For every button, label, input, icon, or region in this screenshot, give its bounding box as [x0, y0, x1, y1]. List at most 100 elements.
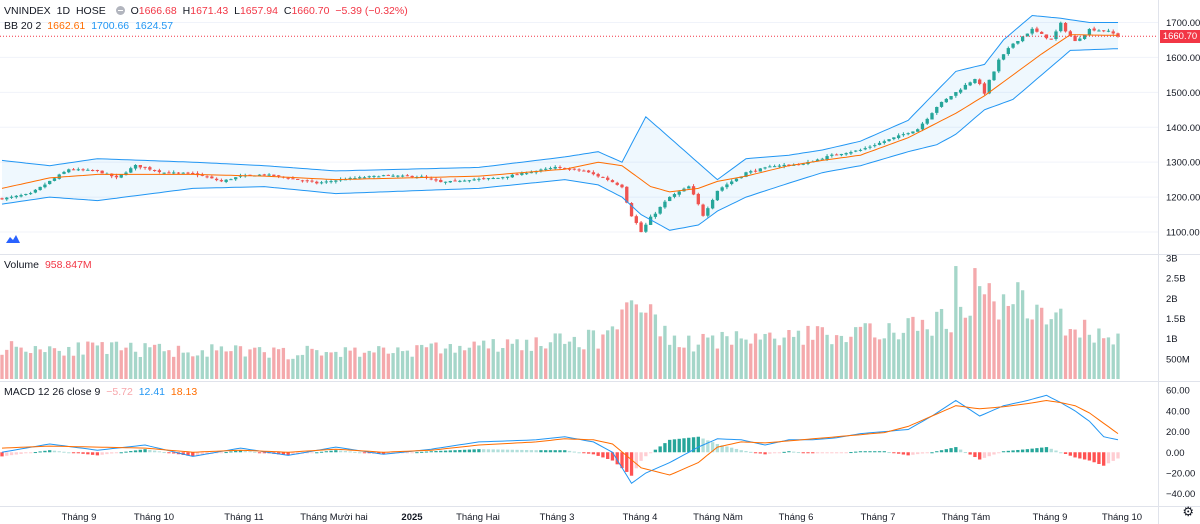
macd-histogram-bar	[1006, 450, 1010, 453]
volume-bar	[863, 323, 867, 379]
volume-tick-label: 2.5B	[1166, 274, 1186, 285]
time-tick-label: Tháng Mười hai	[300, 512, 368, 523]
volume-bar	[687, 335, 691, 379]
volume-bar	[820, 327, 824, 379]
volume-bar	[749, 343, 753, 379]
candle-body	[505, 176, 510, 178]
macd-histogram-bar	[338, 450, 343, 453]
candle-body	[992, 71, 996, 81]
bb-legend[interactable]: BB 20 2 1662.61 1700.66 1624.57	[4, 20, 176, 32]
macd-histogram-bar	[482, 449, 486, 453]
macd-histogram-bar	[615, 452, 619, 465]
macd-legend[interactable]: MACD 12 26 close 9 −5.72 12.41 18.13	[4, 386, 200, 398]
candle-body	[81, 169, 85, 171]
volume-bar	[129, 342, 133, 379]
candle-body	[691, 186, 696, 195]
volume-bar	[358, 356, 362, 379]
macd-histogram-bar	[682, 438, 686, 453]
volume-bar	[296, 355, 300, 379]
volume-bar	[801, 344, 805, 379]
macd-histogram-bar	[95, 452, 100, 456]
volume-bar	[567, 341, 572, 379]
candle-body	[214, 178, 219, 181]
macd-histogram-bar	[534, 450, 538, 453]
macd-histogram-bar	[48, 450, 52, 453]
volume-bar	[448, 344, 452, 379]
candle-body	[930, 113, 934, 120]
volume-bar	[329, 352, 333, 379]
candle-body	[539, 169, 543, 171]
macd-histogram-bar	[601, 452, 605, 458]
macd-histogram-bar	[334, 450, 338, 453]
volume-bar	[1059, 308, 1063, 379]
macd-histogram-bar	[973, 452, 977, 458]
gear-icon[interactable]: ⚙	[1182, 504, 1194, 519]
macd-histogram-bar	[896, 452, 901, 454]
macd-histogram-bar	[1063, 452, 1068, 454]
candle-body	[296, 178, 300, 180]
volume-bar	[224, 351, 228, 379]
candle-body	[839, 153, 844, 156]
tradingview-logo-icon[interactable]	[5, 232, 21, 250]
volume-bar	[200, 350, 204, 379]
volume-bar	[634, 304, 638, 379]
volume-bar	[968, 315, 972, 379]
volume-bar	[76, 342, 80, 379]
volume-bar	[90, 342, 95, 379]
volume-bar	[191, 356, 195, 379]
price-tick-label: 1700.00	[1166, 18, 1200, 29]
volume-bar	[1044, 324, 1049, 379]
candle-body	[882, 141, 886, 143]
volume-bar	[52, 348, 57, 379]
candle-body	[997, 59, 1001, 72]
macd-histogram-bar	[234, 450, 238, 453]
macd-histogram-bar	[224, 452, 228, 454]
candle-body	[529, 172, 534, 174]
candle-body	[86, 169, 90, 171]
macd-histogram-bar	[916, 452, 920, 455]
candle-body	[763, 167, 767, 169]
volume-legend[interactable]: Volume 958.847M	[4, 259, 95, 271]
symbol-name[interactable]: VNINDEX	[4, 5, 51, 17]
candle-body	[710, 199, 715, 209]
candle-body	[1059, 22, 1063, 32]
candle-body	[558, 167, 562, 169]
candle-body	[391, 175, 395, 177]
candle-body	[367, 176, 371, 178]
volume-bar	[152, 344, 157, 379]
volume-bar	[625, 302, 629, 379]
macd-histogram-bar	[544, 450, 548, 453]
macd-histogram-bar	[672, 439, 677, 453]
collapse-toggle-icon[interactable]	[115, 6, 125, 15]
candle-body	[181, 172, 185, 174]
macd-histogram-bar	[1025, 449, 1030, 453]
volume-bar	[563, 343, 567, 379]
volume-bar	[257, 347, 262, 379]
candle-body	[57, 174, 61, 179]
volume-bar	[491, 339, 495, 379]
interval[interactable]: 1D	[56, 5, 71, 17]
candle-body	[720, 187, 724, 191]
macd-histogram-bar	[162, 452, 166, 454]
candle-body	[586, 170, 591, 173]
volume-bar	[1040, 307, 1044, 379]
macd-histogram-bar	[186, 452, 190, 456]
volume-bar	[181, 352, 185, 379]
macd-histogram-bar	[877, 451, 882, 453]
candle-body	[658, 206, 662, 214]
volume-bar	[219, 346, 224, 379]
volume-bar	[582, 349, 586, 379]
macd-histogram-bar	[997, 452, 1001, 454]
volume-bar	[782, 337, 786, 379]
macd-histogram-bar	[448, 450, 452, 453]
macd-histogram-bar	[329, 450, 333, 453]
macd-histogram-bar	[486, 449, 491, 453]
volume-bar	[415, 345, 419, 379]
macd-histogram-bar	[510, 449, 514, 453]
volume-bar	[57, 350, 61, 379]
macd-histogram-bar	[477, 449, 481, 453]
volume-bar	[81, 354, 85, 379]
volume-bar	[505, 339, 510, 379]
